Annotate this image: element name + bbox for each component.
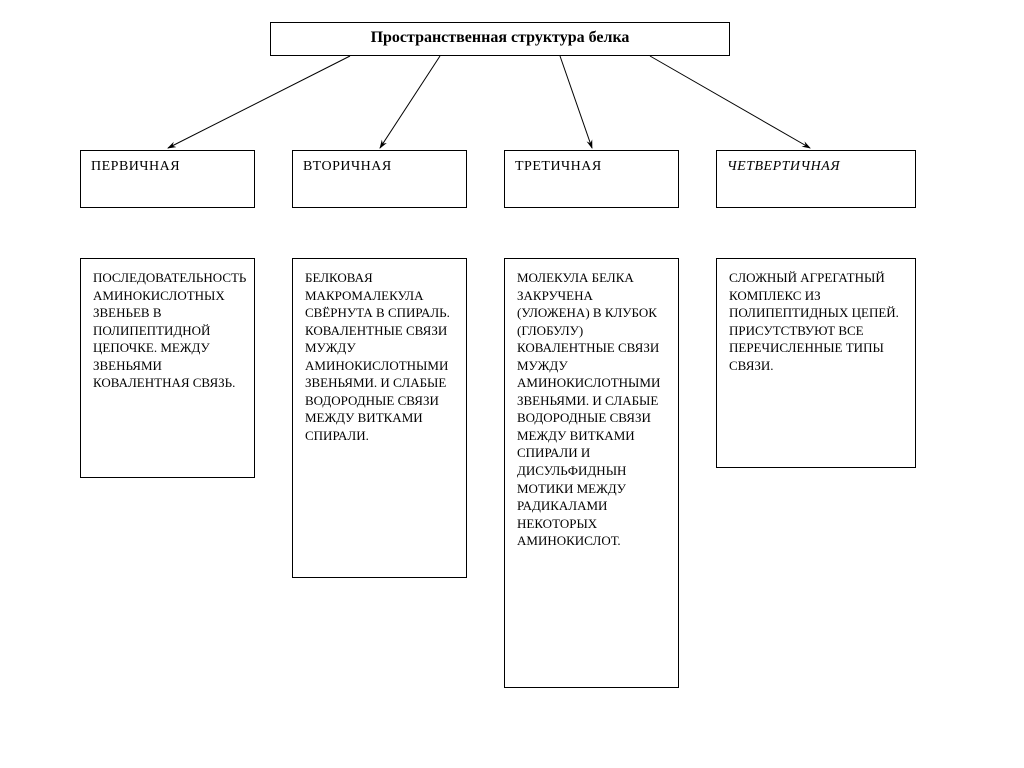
desc-node-quaternary: СЛОЖНЫЙ АГРЕГАТНЫЙ КОМПЛЕКС ИЗ ПОЛИПЕПТИ… (716, 258, 916, 468)
root-label: Пространственная структура белка (371, 29, 630, 46)
level-node-primary: ПЕРВИЧНАЯ (80, 150, 255, 208)
level-label: ЧЕТВЕРТИЧНАЯ (727, 159, 840, 174)
desc-node-tertiary: МОЛЕКУЛА БЕЛКА ЗАКРУЧЕНА (УЛОЖЕНА) В КЛУ… (504, 258, 679, 688)
desc-node-primary: ПОСЛЕДОВАТЕЛЬНОСТЬ АМИНОКИСЛОТНЫХ ЗВЕНЬЕ… (80, 258, 255, 478)
level-label: ПЕРВИЧНАЯ (91, 159, 180, 174)
desc-text: МОЛЕКУЛА БЕЛКА ЗАКРУЧЕНА (УЛОЖЕНА) В КЛУ… (517, 270, 660, 548)
root-node: Пространственная структура белка (270, 22, 730, 56)
desc-text: БЕЛКОВАЯ МАКРОМАЛЕКУЛА СВЁРНУТА В СПИРАЛ… (305, 270, 450, 443)
level-node-secondary: ВТОРИЧНАЯ (292, 150, 467, 208)
desc-text: СЛОЖНЫЙ АГРЕГАТНЫЙ КОМПЛЕКС ИЗ ПОЛИПЕПТИ… (729, 270, 899, 373)
level-label: ТРЕТИЧНАЯ (515, 159, 602, 174)
level-node-tertiary: ТРЕТИЧНАЯ (504, 150, 679, 208)
desc-node-secondary: БЕЛКОВАЯ МАКРОМАЛЕКУЛА СВЁРНУТА В СПИРАЛ… (292, 258, 467, 578)
desc-text: ПОСЛЕДОВАТЕЛЬНОСТЬ АМИНОКИСЛОТНЫХ ЗВЕНЬЕ… (93, 270, 246, 390)
level-label: ВТОРИЧНАЯ (303, 159, 392, 174)
level-node-quaternary: ЧЕТВЕРТИЧНАЯ (716, 150, 916, 208)
